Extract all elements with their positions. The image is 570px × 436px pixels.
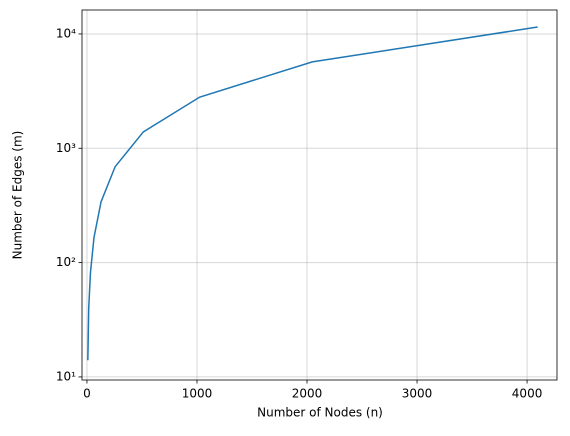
x-axis-label: Number of Nodes (n) (257, 406, 383, 420)
plot-frame (81, 9, 558, 381)
y-tick-label: 10² (56, 255, 76, 269)
data-line (87, 26, 538, 361)
x-tick-label: 3000 (402, 387, 433, 401)
y-tick-label: 10⁴ (56, 26, 76, 40)
x-tick-label: 2000 (292, 387, 323, 401)
x-tick-label: 0 (83, 387, 91, 401)
y-axis-label: Number of Edges (m) (11, 131, 25, 260)
x-tick-label: 4000 (512, 387, 543, 401)
y-tick-label: 10¹ (56, 369, 76, 383)
y-tick-label: 10³ (56, 141, 76, 155)
x-tick-label: 1000 (182, 387, 213, 401)
